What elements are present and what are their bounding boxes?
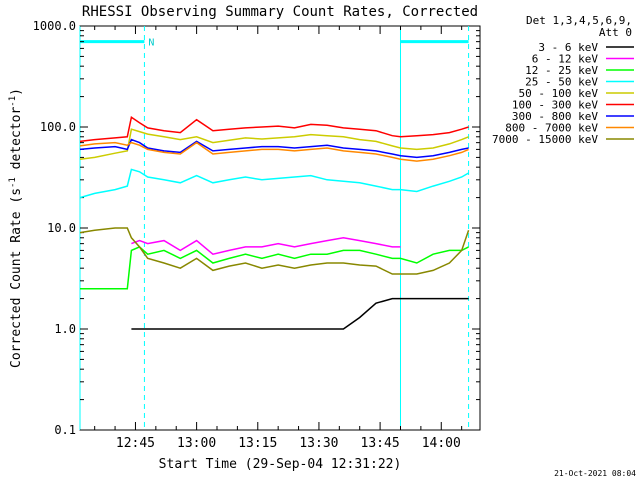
series-line xyxy=(79,168,469,199)
series-line xyxy=(79,115,469,143)
legend-label: 300 - 800 keV xyxy=(512,110,598,123)
legend-item: 50 - 100 keV xyxy=(519,87,634,100)
legend-label: 3 - 6 keV xyxy=(538,41,598,54)
legend-item: 12 - 25 keV xyxy=(525,64,634,77)
series-7000-15000-kev xyxy=(79,227,470,275)
chart-title: RHESSI Observing Summary Count Rates, Co… xyxy=(82,4,478,20)
legend-item: 800 - 7000 keV xyxy=(505,122,634,135)
y-tick-label: 0.1 xyxy=(54,423,76,437)
y-tick-label: 1000.0 xyxy=(33,19,76,33)
legend-attenuator: Att 0 xyxy=(599,26,632,39)
legend-item: 7000 - 15000 keV xyxy=(492,133,634,146)
x-tick-label: 14:00 xyxy=(422,436,461,451)
x-axis-label: Start Time (29-Sep-04 12:31:22) xyxy=(159,457,402,472)
series-line xyxy=(79,128,469,160)
x-tick-label: 13:15 xyxy=(238,436,277,451)
legend-label: 12 - 25 keV xyxy=(525,64,598,77)
legend-label: 50 - 100 keV xyxy=(519,87,599,100)
legend-item: 25 - 50 keV xyxy=(525,76,634,89)
series-3-6-kev xyxy=(131,297,469,330)
legend-label: 7000 - 15000 keV xyxy=(492,133,598,146)
series-50-100-kev xyxy=(79,128,469,160)
plot-area: N 0.1 1.0 10.0 100.0 1000.0 12:45 13:00 13:15 13:… xyxy=(33,19,481,451)
x-tick-label: 13:00 xyxy=(177,436,216,451)
legend-label: 100 - 300 keV xyxy=(512,99,598,112)
series-100-300-kev xyxy=(79,115,469,143)
series-line xyxy=(79,141,469,162)
legend-label: 800 - 7000 keV xyxy=(505,122,598,135)
plot-frame xyxy=(79,25,481,431)
series-12-25-kev xyxy=(80,246,469,290)
x-tick-label: 13:30 xyxy=(299,436,338,451)
series-300-800-kev xyxy=(79,138,469,159)
legend-label: 6 - 12 keV xyxy=(532,53,599,66)
y-tick-label: 1.0 xyxy=(54,322,76,336)
series-line xyxy=(79,138,469,159)
x-tick-label: 12:45 xyxy=(116,436,155,451)
series-line xyxy=(79,227,470,275)
legend-detectors: Det 1,3,4,5,6,9, xyxy=(526,14,632,27)
legend-item: 100 - 300 keV xyxy=(512,99,634,112)
series-line xyxy=(131,237,401,256)
y-tick-label: 10.0 xyxy=(47,221,76,235)
legend-item: 3 - 6 keV xyxy=(538,41,634,54)
y-axis-label: Corrected Count Rate (s-1 detector-1) xyxy=(8,88,24,368)
y-tick-label: 100.0 xyxy=(40,120,76,134)
legend-label: 25 - 50 keV xyxy=(525,76,598,89)
legend-item: 6 - 12 keV xyxy=(532,53,634,66)
night-marker: N xyxy=(148,38,154,49)
series-6-12-kev xyxy=(131,237,401,256)
series-line xyxy=(80,246,469,290)
generated-timestamp: 21-Oct-2021 08:04 xyxy=(554,469,636,478)
series-800-7000-kev xyxy=(79,141,469,162)
series-line xyxy=(131,297,469,330)
legend-header: Det 1,3,4,5,6,9, Att 0 xyxy=(526,14,632,39)
legend-item: 300 - 800 keV xyxy=(512,110,634,123)
series-25-50-kev xyxy=(79,168,469,199)
x-tick-label: 13:45 xyxy=(361,436,400,451)
